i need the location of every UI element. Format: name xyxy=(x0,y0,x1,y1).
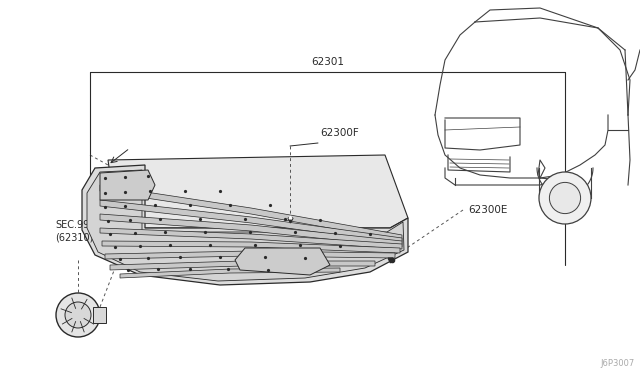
Text: J6P3007: J6P3007 xyxy=(601,359,635,368)
Circle shape xyxy=(539,172,591,224)
Polygon shape xyxy=(235,248,330,275)
Polygon shape xyxy=(108,155,408,228)
Polygon shape xyxy=(82,165,408,285)
Polygon shape xyxy=(93,307,106,323)
Text: (62310): (62310) xyxy=(55,232,93,242)
Circle shape xyxy=(549,182,580,214)
Text: 62300F: 62300F xyxy=(320,128,359,138)
Polygon shape xyxy=(100,170,155,200)
Text: 62301: 62301 xyxy=(311,57,344,67)
Polygon shape xyxy=(100,200,402,244)
Circle shape xyxy=(56,293,100,337)
Polygon shape xyxy=(102,241,400,253)
Polygon shape xyxy=(105,251,395,259)
Polygon shape xyxy=(100,214,402,247)
Polygon shape xyxy=(120,268,340,278)
Text: SEC.990: SEC.990 xyxy=(55,220,95,230)
Polygon shape xyxy=(87,170,404,281)
Text: 62300E: 62300E xyxy=(468,205,508,215)
Circle shape xyxy=(65,302,91,328)
Polygon shape xyxy=(100,185,402,241)
Polygon shape xyxy=(110,261,375,270)
Polygon shape xyxy=(100,228,402,249)
